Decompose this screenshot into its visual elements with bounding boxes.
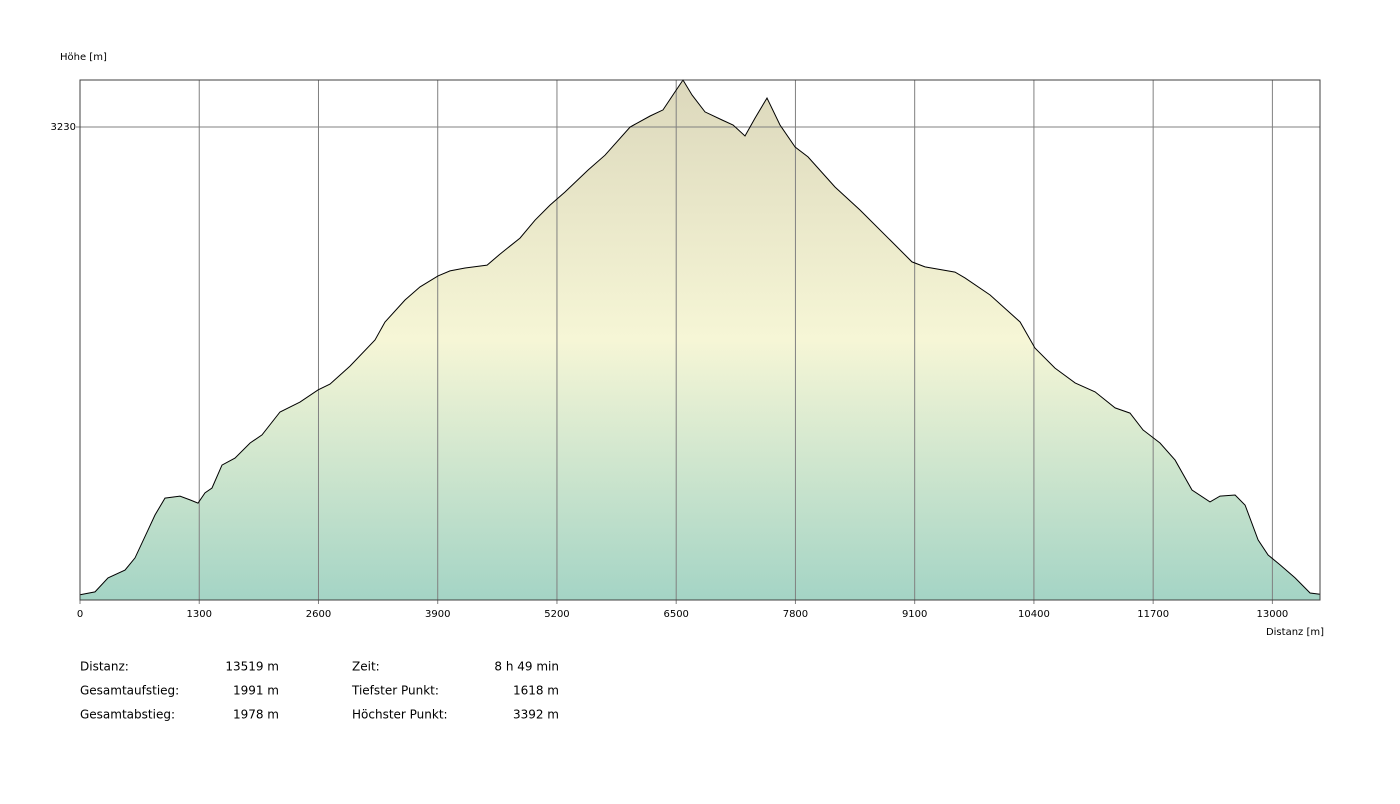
summary-label: Höchster Punkt:	[352, 708, 448, 722]
summary-value: 3392 m	[513, 708, 559, 722]
summary: Distanz: 13519 m Gesamtaufstieg: 1991 m Gesa…	[80, 660, 559, 722]
area-fill	[80, 80, 1320, 600]
summary-label: Gesamtaufstieg:	[80, 684, 179, 698]
summary-label: Tiefster Punkt:	[351, 684, 439, 698]
x-tick-label: 10400	[1018, 609, 1050, 620]
y-axis-label: Höhe [m]	[60, 52, 107, 63]
x-tick-label: 0	[77, 609, 83, 620]
summary-label: Gesamtabstieg:	[80, 708, 175, 722]
x-tick-label: 2600	[306, 609, 331, 620]
x-tick-label: 13000	[1256, 609, 1288, 620]
summary-value: 1978 m	[233, 708, 279, 722]
summary-label: Zeit:	[352, 660, 380, 674]
x-tick-label: 9100	[902, 609, 927, 620]
x-tick-label: 6500	[663, 609, 688, 620]
x-tick-label: 1300	[187, 609, 212, 620]
summary-value: 8 h 49 min	[494, 660, 559, 674]
profile-line	[79, 79, 1321, 596]
x-tick-label: 5200	[544, 609, 569, 620]
summary-value: 1991 m	[233, 684, 279, 698]
summary-label: Distanz:	[80, 660, 129, 674]
x-tick-label: 7800	[783, 609, 808, 620]
y-tick-label: 3230	[51, 122, 76, 133]
summary-value: 1618 m	[513, 684, 559, 698]
x-axis-label: Distanz [m]	[1266, 627, 1324, 638]
plot-frame	[79, 79, 1321, 601]
x-tick-label: 11700	[1137, 609, 1169, 620]
x-tick-label: 3900	[425, 609, 450, 620]
summary-value: 13519 m	[225, 660, 279, 674]
